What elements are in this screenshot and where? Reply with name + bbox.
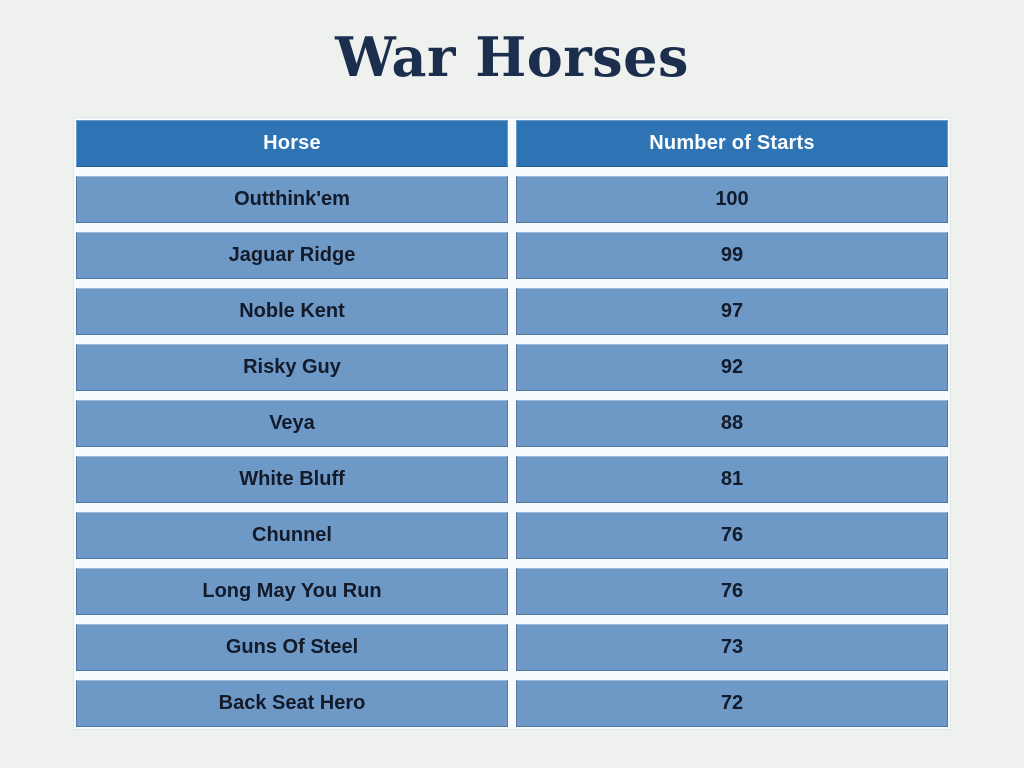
column-header-number-of-starts: Number of Starts	[516, 120, 948, 167]
starts-cell: 81	[516, 456, 948, 503]
horse-cell: White Bluff	[76, 456, 508, 503]
horse-cell: Noble Kent	[76, 288, 508, 335]
horse-cell: Chunnel	[76, 512, 508, 559]
starts-cell: 76	[516, 568, 948, 615]
horse-cell: Risky Guy	[76, 344, 508, 391]
starts-cell: 88	[516, 400, 948, 447]
starts-cell: 97	[516, 288, 948, 335]
table-grid: Horse Number of Starts Outthink'em 100 Jag…	[76, 120, 948, 727]
starts-cell: 72	[516, 680, 948, 727]
horse-cell: Long May You Run	[76, 568, 508, 615]
starts-cell: 73	[516, 624, 948, 671]
horse-cell: Veya	[76, 400, 508, 447]
war-horses-table: Horse Number of Starts Outthink'em 100 Jag…	[74, 118, 950, 729]
horse-cell: Jaguar Ridge	[76, 232, 508, 279]
starts-cell: 99	[516, 232, 948, 279]
column-header-horse: Horse	[76, 120, 508, 167]
horse-cell: Guns Of Steel	[76, 624, 508, 671]
horse-cell: Outthink'em	[76, 176, 508, 223]
starts-cell: 92	[516, 344, 948, 391]
starts-cell: 100	[516, 176, 948, 223]
page-title: War Horses	[335, 25, 689, 89]
starts-cell: 76	[516, 512, 948, 559]
horse-cell: Back Seat Hero	[76, 680, 508, 727]
